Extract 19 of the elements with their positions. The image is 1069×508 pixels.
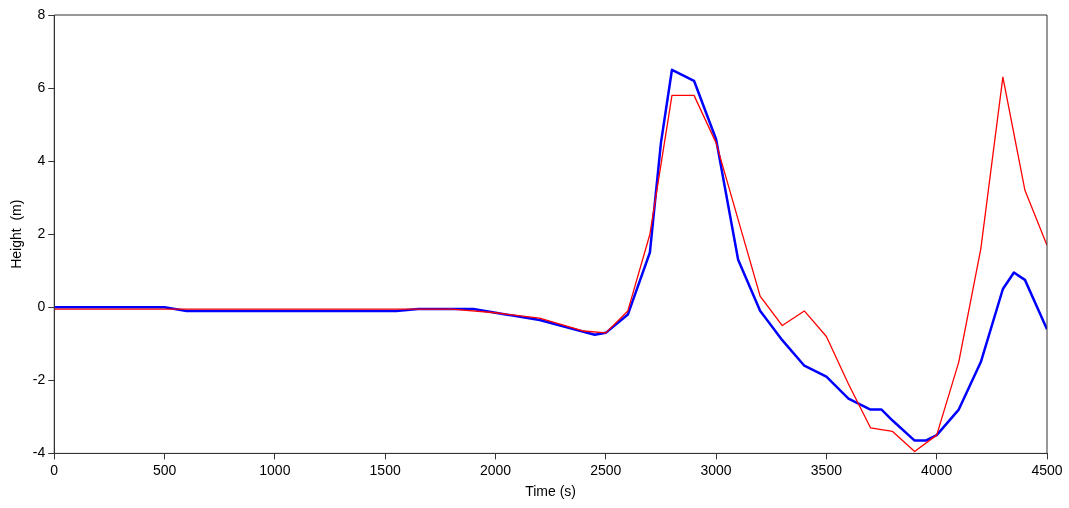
- x-tick-label: 3500: [810, 461, 843, 478]
- y-tick-label: 0: [37, 298, 46, 315]
- x-tick-label: 4000: [921, 461, 953, 478]
- y-tick-label: -4: [32, 444, 46, 461]
- y-tick-label: 4: [37, 151, 46, 168]
- x-tick-label: 0: [50, 461, 59, 478]
- y-axis-title: Height (m): [8, 199, 25, 269]
- y-tick-label: -2: [32, 371, 46, 388]
- y-tick-label: 2: [37, 225, 46, 242]
- y-tick-label: 6: [37, 78, 46, 95]
- y-tick-label: 8: [37, 5, 46, 22]
- x-tick-label: 1500: [369, 461, 401, 478]
- x-tick-label: 2500: [590, 461, 622, 478]
- x-tick-label: 2000: [479, 461, 512, 478]
- x-tick-label: 500: [152, 461, 177, 478]
- x-tick-label: 4500: [1031, 461, 1063, 478]
- x-tick-label: 1000: [259, 461, 291, 478]
- x-axis-title: Time (s): [525, 483, 577, 500]
- x-tick-label: 3000: [700, 461, 732, 478]
